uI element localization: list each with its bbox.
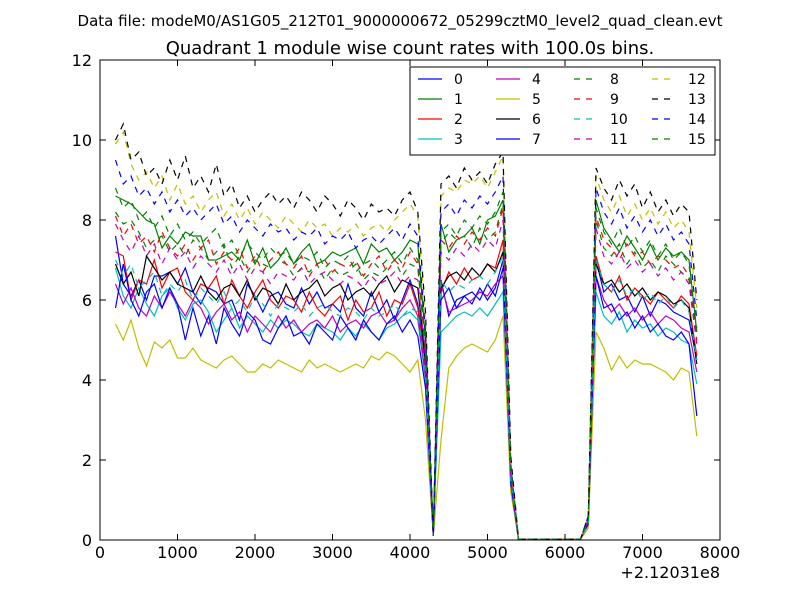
y-tick-label: 4 <box>82 371 92 390</box>
legend-label-13: 13 <box>688 92 706 108</box>
legend-label-3: 3 <box>454 132 463 148</box>
y-tick-label: 12 <box>72 51 92 70</box>
x-tick-label: 1000 <box>157 543 198 562</box>
x-tick-label: 8000 <box>700 543 741 562</box>
x-tick-label: 2000 <box>235 543 276 562</box>
legend-label-8: 8 <box>610 72 619 88</box>
legend-label-6: 6 <box>532 112 541 128</box>
legend-label-4: 4 <box>532 72 541 88</box>
series-line-14 <box>114 159 698 540</box>
data-file-label: Data file: modeM0/AS1G05_212T01_90000006… <box>78 12 723 31</box>
y-tick-label: 6 <box>82 291 92 310</box>
series-line-5 <box>114 315 698 540</box>
legend-label-7: 7 <box>532 132 541 148</box>
legend-label-15: 15 <box>688 132 706 148</box>
x-offset-label: +2.12031e8 <box>620 563 720 582</box>
axis-ticks: 0 1000 2000 3000 4000 5000 6000 7000 80000246810… <box>72 51 741 562</box>
x-tick-label: 7000 <box>622 543 663 562</box>
legend-label-9: 9 <box>610 92 619 108</box>
series-line-2 <box>115 239 698 540</box>
plot-lines <box>114 122 698 540</box>
series-line-1 <box>115 195 698 540</box>
x-tick-label: 5000 <box>467 543 508 562</box>
legend-label-11: 11 <box>610 132 628 148</box>
series-line-11 <box>114 219 698 540</box>
legend-label-5: 5 <box>532 92 541 108</box>
series-line-10 <box>114 255 698 540</box>
legend-box <box>409 66 716 156</box>
series-line-15 <box>114 187 698 540</box>
series-line-8 <box>114 203 698 540</box>
series-line-6 <box>114 251 698 540</box>
legend-label-12: 12 <box>688 72 706 88</box>
y-tick-label: 8 <box>82 211 92 230</box>
legend-label-0: 0 <box>454 72 463 88</box>
x-tick-label: 3000 <box>312 543 353 562</box>
series-line-7 <box>114 263 698 540</box>
series-line-12 <box>114 130 698 540</box>
y-tick-label: 10 <box>72 131 92 150</box>
series-line-3 <box>114 267 698 540</box>
x-tick-label: 0 <box>95 543 105 562</box>
series-line-9 <box>114 207 698 540</box>
legend-label-14: 14 <box>688 112 706 128</box>
x-tick-label: 6000 <box>545 543 586 562</box>
legend-label-2: 2 <box>454 112 463 128</box>
series-line-4 <box>114 274 698 540</box>
legend-label-1: 1 <box>454 92 463 108</box>
x-tick-label: 4000 <box>390 543 431 562</box>
legend-label-10: 10 <box>610 112 628 128</box>
y-tick-label: 0 <box>82 531 92 550</box>
series-line-13 <box>114 122 698 540</box>
chart-title: Quadrant 1 module wise count rates with … <box>166 38 655 59</box>
y-tick-label: 2 <box>82 451 92 470</box>
series-line-0 <box>114 235 698 540</box>
